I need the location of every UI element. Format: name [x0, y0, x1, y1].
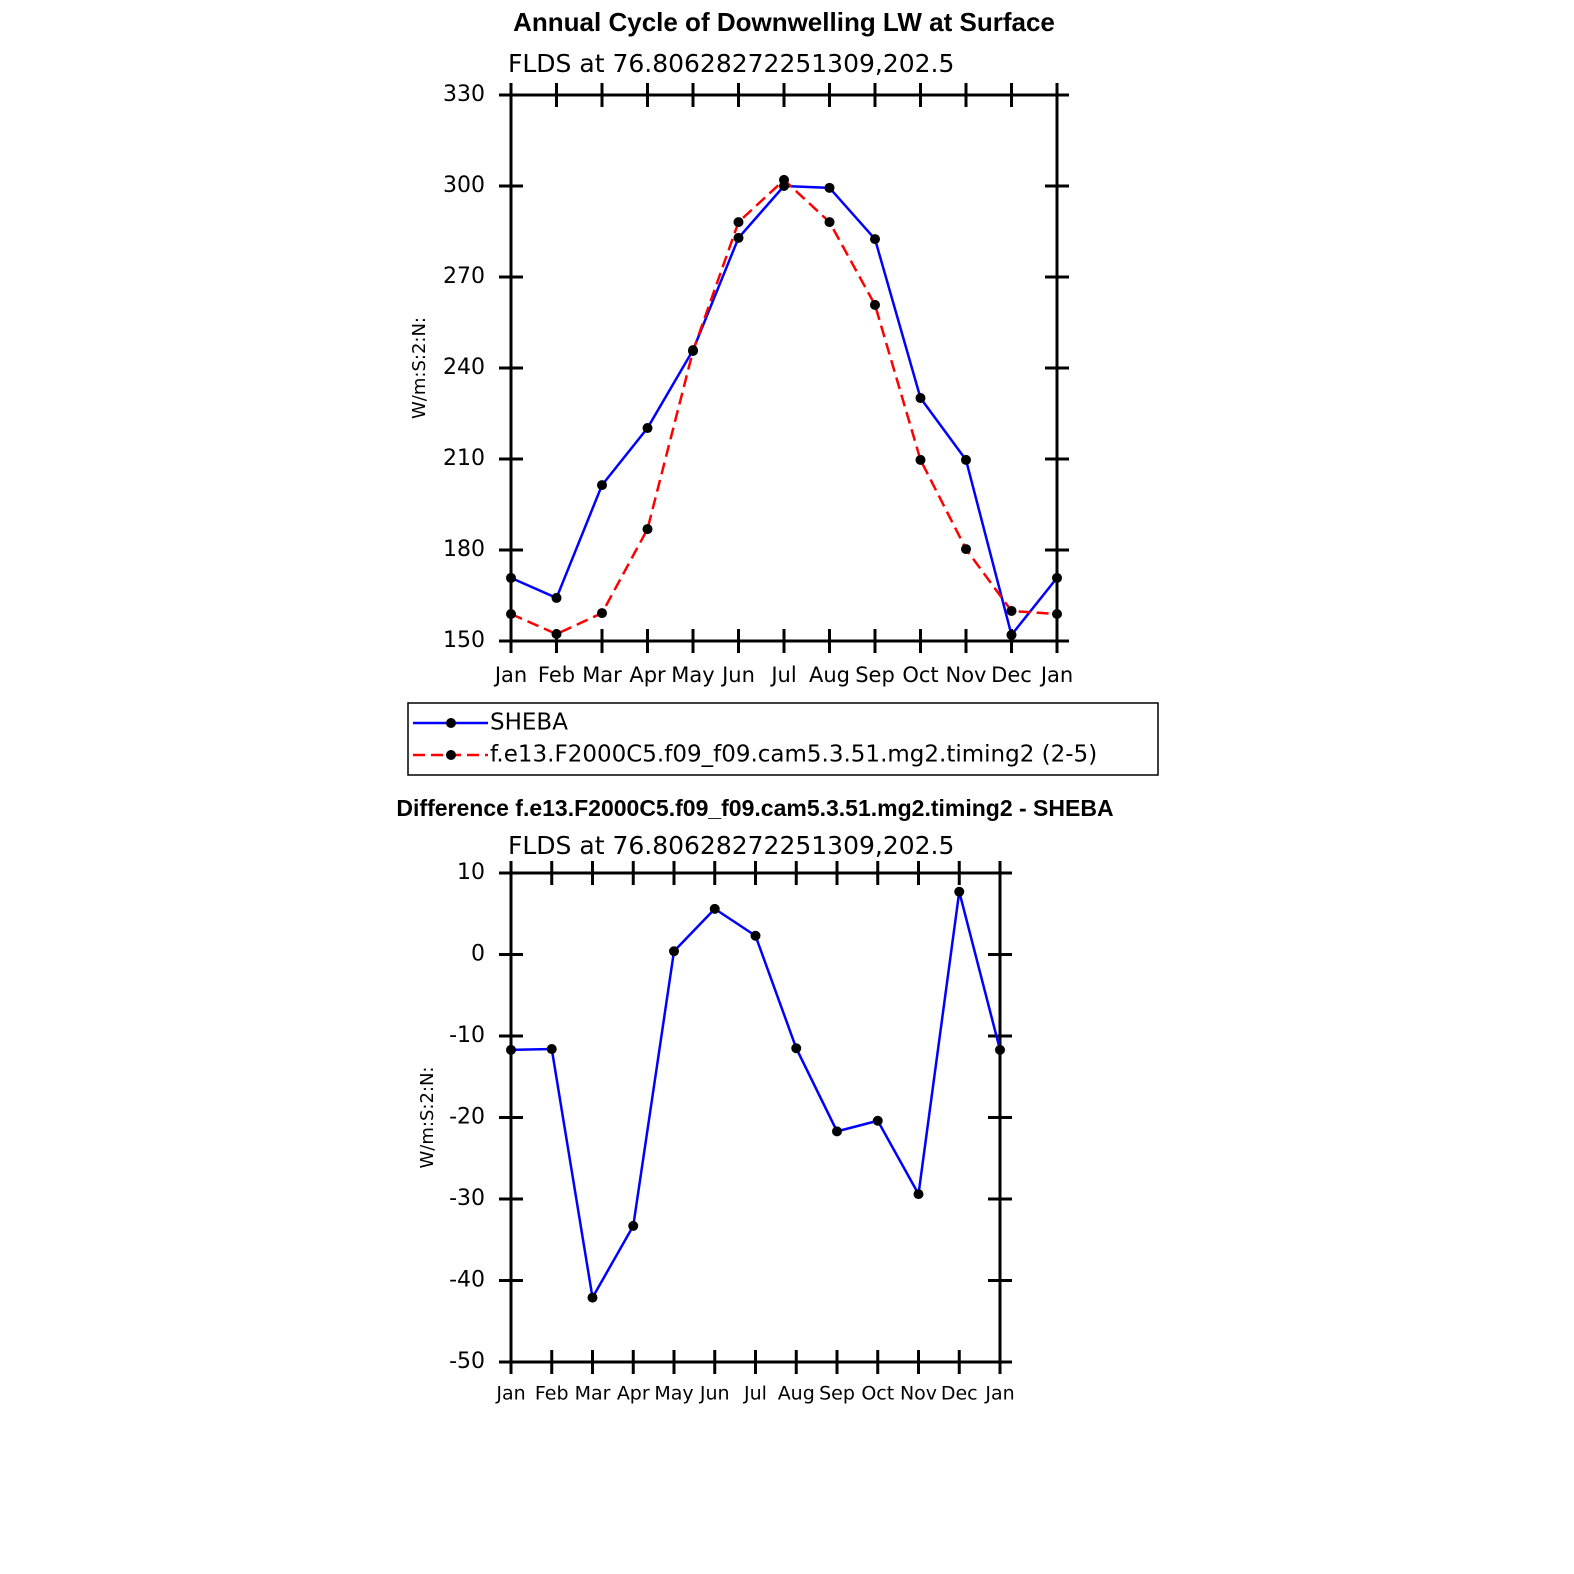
x-tick-label: Aug: [778, 1383, 815, 1405]
data-point: [832, 1126, 842, 1137]
data-point: [628, 1220, 639, 1231]
data-point: [506, 572, 516, 583]
y-tick-label: 0: [471, 942, 485, 967]
data-point: [915, 454, 926, 465]
y-tick-label: 180: [443, 537, 485, 562]
series-line: [510, 891, 1002, 1302]
data-point: [750, 930, 761, 941]
x-tick-label: Aug: [809, 663, 850, 687]
x-tick-label: Mar: [575, 1383, 611, 1405]
x-tick-label: Sep: [819, 1383, 855, 1405]
data-point: [995, 1044, 1005, 1055]
x-tick-label: May: [671, 663, 714, 687]
x-tick-label: May: [654, 1383, 693, 1405]
y-tick-label: 10: [457, 860, 485, 885]
data-point: [1052, 609, 1062, 620]
chart-title: Annual Cycle of Downwelling LW at Surfac…: [513, 7, 1055, 37]
data-point: [1006, 605, 1017, 616]
y-tick-label: 330: [443, 82, 485, 107]
data-point: [1006, 629, 1017, 640]
x-tick-label: Apr: [629, 663, 666, 687]
legend-box: [407, 702, 1159, 776]
data-point: [688, 346, 698, 357]
data-point: [961, 544, 971, 555]
y-tick-label: -40: [449, 1268, 485, 1293]
data-point: [824, 182, 835, 193]
data-point: [961, 454, 971, 465]
x-tick-label: Nov: [946, 663, 987, 687]
data-point: [551, 629, 562, 640]
y-tick-label: -50: [449, 1349, 485, 1374]
data-point: [913, 1189, 924, 1200]
x-tick-label: Dec: [991, 663, 1032, 687]
data-point: [597, 480, 607, 491]
legend-marker: [446, 750, 456, 760]
data-point: [824, 217, 835, 228]
x-tick-label: Nov: [900, 1383, 937, 1405]
x-tick-label: Jun: [699, 1383, 730, 1405]
data-point: [791, 1043, 802, 1054]
y-axis-label: W/m:S:2:N:: [409, 317, 430, 419]
y-axis-label: W/m:S:2:N:: [417, 1067, 438, 1169]
x-tick-label: Feb: [538, 663, 575, 687]
y-tick-label: 210: [443, 446, 485, 471]
data-point: [779, 174, 789, 185]
data-point: [587, 1292, 598, 1303]
series-line: [510, 178, 1058, 636]
x-tick-label: Jul: [743, 1383, 767, 1405]
x-tick-label: Apr: [617, 1383, 650, 1405]
x-tick-label: Jan: [1039, 663, 1073, 687]
data-point: [1052, 572, 1062, 583]
y-tick-label: 150: [443, 628, 485, 653]
x-tick-label: Oct: [902, 663, 938, 687]
data-point: [597, 608, 607, 619]
y-tick-label: 270: [443, 264, 485, 289]
x-tick-label: Feb: [535, 1383, 569, 1405]
x-tick-label: Jan: [493, 663, 527, 687]
data-point: [669, 946, 679, 957]
x-tick-label: Mar: [582, 663, 622, 687]
data-point: [733, 232, 744, 243]
data-point: [546, 1044, 557, 1055]
data-point: [506, 609, 516, 620]
x-tick-label: Jul: [769, 663, 796, 687]
legend-label: SHEBA: [490, 710, 568, 736]
data-point: [642, 524, 653, 535]
y-tick-label: 300: [443, 173, 485, 198]
data-point: [551, 592, 562, 603]
data-point: [709, 903, 720, 914]
x-tick-label: Jun: [720, 663, 755, 687]
plot-frame: [509, 871, 1002, 1364]
plot-frame: [509, 93, 1059, 643]
series-line: [510, 184, 1058, 638]
x-tick-label: Jan: [984, 1383, 1014, 1405]
y-tick-label: -30: [449, 1186, 485, 1211]
data-point: [870, 234, 880, 245]
y-tick-label: -10: [449, 1023, 485, 1048]
x-tick-label: Oct: [861, 1383, 894, 1405]
data-point: [642, 423, 653, 434]
y-tick-label: 240: [443, 355, 485, 380]
legend-label: f.e13.F2000C5.f09_f09.cam5.3.51.mg2.timi…: [490, 742, 1097, 768]
x-tick-label: Jan: [495, 1383, 525, 1405]
data-point: [872, 1115, 883, 1126]
chart-subtitle: FLDS at 76.80628272251309,202.5: [508, 49, 954, 78]
x-tick-label: Sep: [855, 663, 895, 687]
legend-marker: [446, 718, 456, 728]
data-point: [870, 299, 880, 310]
data-point: [915, 393, 926, 404]
data-point: [506, 1044, 516, 1055]
data-point: [733, 217, 744, 228]
chart-subtitle: FLDS at 76.80628272251309,202.5: [508, 831, 954, 860]
y-tick-label: -20: [449, 1105, 485, 1130]
chart-title: Difference f.e13.F2000C5.f09_f09.cam5.3.…: [396, 795, 1113, 821]
data-point: [954, 886, 965, 897]
x-tick-label: Dec: [941, 1383, 978, 1405]
